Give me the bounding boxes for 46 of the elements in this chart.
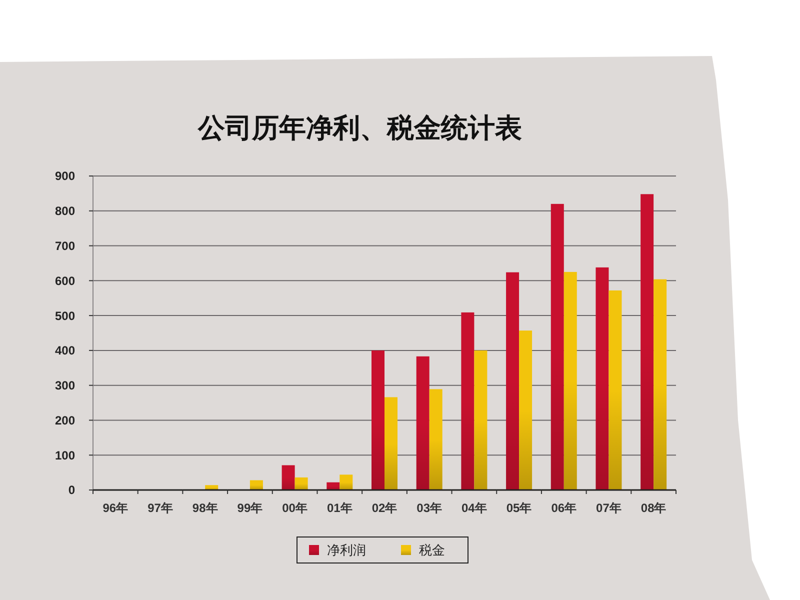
x-tick-label: 04年	[462, 501, 487, 515]
x-tick-label: 06年	[551, 501, 577, 515]
bar	[519, 330, 532, 490]
bar	[474, 350, 488, 490]
y-tick-label: 800	[54, 204, 76, 218]
bar	[654, 279, 667, 490]
bar	[506, 272, 520, 490]
y-tick-label: 300	[54, 378, 76, 393]
x-tick-label: 02年	[372, 501, 398, 515]
y-tick-label: 100	[54, 448, 76, 462]
x-tick-label: 03年	[416, 501, 442, 515]
x-tick-label: 01年	[326, 501, 352, 515]
bar	[205, 485, 218, 490]
y-tick-label: 400	[54, 344, 76, 358]
legend-label: 净利润	[327, 542, 366, 558]
x-tick-label: 07年	[596, 501, 622, 515]
legend-label: 税金	[419, 542, 445, 558]
chart-title: 公司历年净利、税金统计表	[197, 113, 522, 143]
x-tick-label: 99年	[237, 501, 263, 515]
bar	[384, 397, 398, 490]
x-tick-label: 98年	[192, 501, 218, 515]
x-tick-label: 08年	[640, 501, 666, 515]
bar	[608, 290, 622, 490]
bar	[282, 465, 295, 490]
bar	[564, 272, 577, 490]
y-tick-label: 200	[54, 413, 76, 428]
bar	[429, 389, 442, 490]
x-tick-label: 00年	[282, 501, 308, 515]
x-tick-label: 05年	[506, 501, 532, 515]
y-tick-label: 900	[54, 169, 76, 184]
bar	[372, 350, 384, 490]
x-tick-label: 97年	[148, 501, 173, 515]
bar	[461, 312, 474, 490]
y-tick-label: 500	[54, 308, 76, 323]
bar	[640, 194, 654, 490]
y-tick-label: 0	[68, 483, 76, 498]
x-tick-label: 96年	[102, 501, 128, 515]
y-tick-label: 700	[54, 238, 76, 253]
y-tick-label: 600	[54, 274, 76, 288]
bar	[596, 267, 609, 490]
bar	[250, 480, 263, 490]
bar	[550, 204, 564, 490]
bar	[416, 356, 430, 490]
bar	[326, 482, 340, 490]
bar	[294, 477, 308, 490]
bar	[340, 474, 353, 490]
